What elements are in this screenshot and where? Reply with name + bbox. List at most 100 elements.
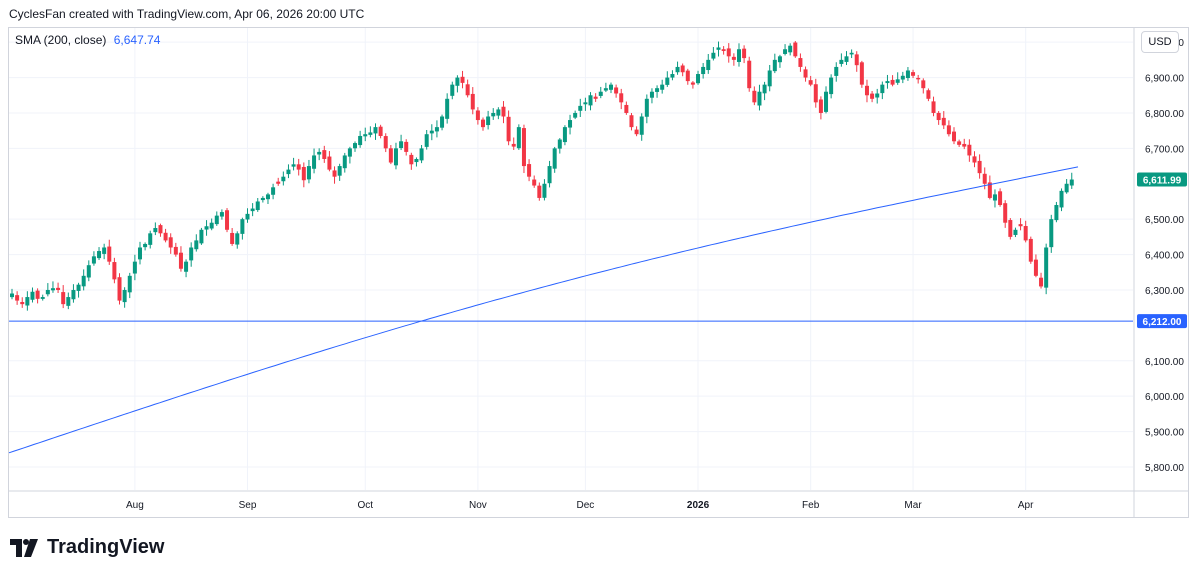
candle-up[interactable] [542, 183, 547, 198]
candle-up[interactable] [757, 91, 762, 106]
candle-up[interactable] [701, 66, 706, 75]
candle-up[interactable] [1059, 190, 1064, 208]
candle-up[interactable] [772, 59, 777, 72]
candle-up[interactable] [655, 88, 660, 92]
candle-down[interactable] [1028, 238, 1033, 262]
candle-down[interactable] [230, 232, 235, 244]
candle-up[interactable] [260, 197, 265, 201]
candle-up[interactable] [578, 105, 583, 111]
candle-up[interactable] [199, 229, 204, 244]
candle-up[interactable] [885, 81, 890, 84]
candle-up[interactable] [547, 166, 552, 184]
candle-up[interactable] [583, 102, 588, 105]
candle-up[interactable] [767, 70, 772, 87]
candle-up[interactable] [568, 120, 573, 128]
candle-up[interactable] [706, 59, 711, 71]
candle-down[interactable] [61, 292, 66, 305]
candle-down[interactable] [404, 141, 409, 152]
candle-down[interactable] [941, 117, 946, 126]
candle-up[interactable] [86, 265, 91, 278]
candle-up[interactable] [235, 233, 240, 245]
candle-down[interactable] [327, 156, 332, 170]
candle-down[interactable] [972, 156, 977, 163]
candle-down[interactable] [378, 126, 383, 136]
candle-down[interactable] [916, 77, 921, 80]
candle-up[interactable] [711, 52, 716, 59]
candle-up[interactable] [875, 93, 880, 98]
candle-down[interactable] [481, 119, 486, 128]
candle-down[interactable] [808, 80, 813, 85]
candle-down[interactable] [332, 170, 337, 177]
candle-up[interactable] [736, 49, 741, 62]
candle-up[interactable] [905, 70, 910, 79]
candle-down[interactable] [470, 93, 475, 110]
candle-down[interactable] [793, 42, 798, 57]
candle-up[interactable] [399, 141, 404, 149]
candle-up[interactable] [644, 98, 649, 117]
candle-up[interactable] [649, 91, 654, 98]
candle-up[interactable] [419, 148, 424, 161]
candle-up[interactable] [271, 187, 276, 195]
candle-up[interactable] [608, 84, 613, 90]
candle-down[interactable] [798, 58, 803, 67]
candle-down[interactable] [501, 106, 506, 117]
candle-up[interactable] [40, 297, 45, 299]
candle-down[interactable] [864, 85, 869, 96]
candle-down[interactable] [690, 82, 695, 85]
candle-down[interactable] [977, 160, 982, 174]
candle-down[interactable] [854, 54, 859, 66]
candle-up[interactable] [1064, 183, 1069, 193]
candle-up[interactable] [10, 293, 14, 298]
candle-up[interactable] [209, 222, 214, 229]
candle-down[interactable] [619, 93, 624, 103]
candle-down[interactable] [20, 302, 25, 305]
candle-down[interactable] [475, 110, 480, 121]
candle-down[interactable] [859, 62, 864, 85]
candle-down[interactable] [982, 173, 987, 184]
candle-up[interactable] [900, 75, 905, 80]
candle-up[interactable] [127, 275, 132, 293]
candle-up[interactable] [132, 261, 137, 274]
tradingview-logo[interactable]: TradingView [10, 536, 164, 559]
candle-up[interactable] [137, 247, 142, 260]
candle-down[interactable] [158, 225, 163, 234]
candle-up[interactable] [895, 79, 900, 83]
candle-down[interactable] [911, 72, 916, 76]
candle-down[interactable] [952, 131, 957, 142]
candle-up[interactable] [1054, 205, 1059, 221]
candle-down[interactable] [721, 49, 726, 52]
candle-down[interactable] [946, 125, 951, 135]
candle-up[interactable] [1044, 247, 1049, 288]
sma-200-line[interactable] [8, 166, 1079, 454]
candle-up[interactable] [573, 112, 578, 118]
candle-up[interactable] [844, 56, 849, 62]
candle-down[interactable] [537, 185, 542, 198]
candle-down[interactable] [813, 84, 818, 103]
candle-down[interactable] [465, 84, 470, 96]
candle-up[interactable] [414, 158, 419, 163]
sma-legend[interactable]: SMA (200, close) 6,647.74 [15, 33, 160, 47]
candle-up[interactable] [373, 127, 378, 134]
candle-up[interactable] [71, 289, 76, 300]
candle-up[interactable] [1069, 179, 1074, 186]
candle-down[interactable] [1003, 203, 1008, 223]
candle-down[interactable] [629, 115, 634, 128]
candle-up[interactable] [450, 84, 455, 96]
candle-down[interactable] [931, 101, 936, 113]
candle-down[interactable] [726, 48, 731, 57]
candle-down[interactable] [383, 136, 388, 149]
candle-up[interactable] [496, 109, 501, 116]
candle-up[interactable] [281, 176, 286, 182]
candle-up[interactable] [255, 201, 260, 211]
candle-down[interactable] [987, 182, 992, 198]
candle-down[interactable] [112, 262, 117, 280]
candle-up[interactable] [66, 297, 71, 306]
candle-up[interactable] [880, 84, 885, 94]
candle-up[interactable] [91, 256, 96, 264]
candle-down[interactable] [1039, 277, 1044, 287]
candle-up[interactable] [353, 143, 358, 149]
candle-down[interactable] [168, 237, 173, 248]
candle-up[interactable] [788, 45, 793, 53]
candle-up[interactable] [184, 261, 189, 272]
